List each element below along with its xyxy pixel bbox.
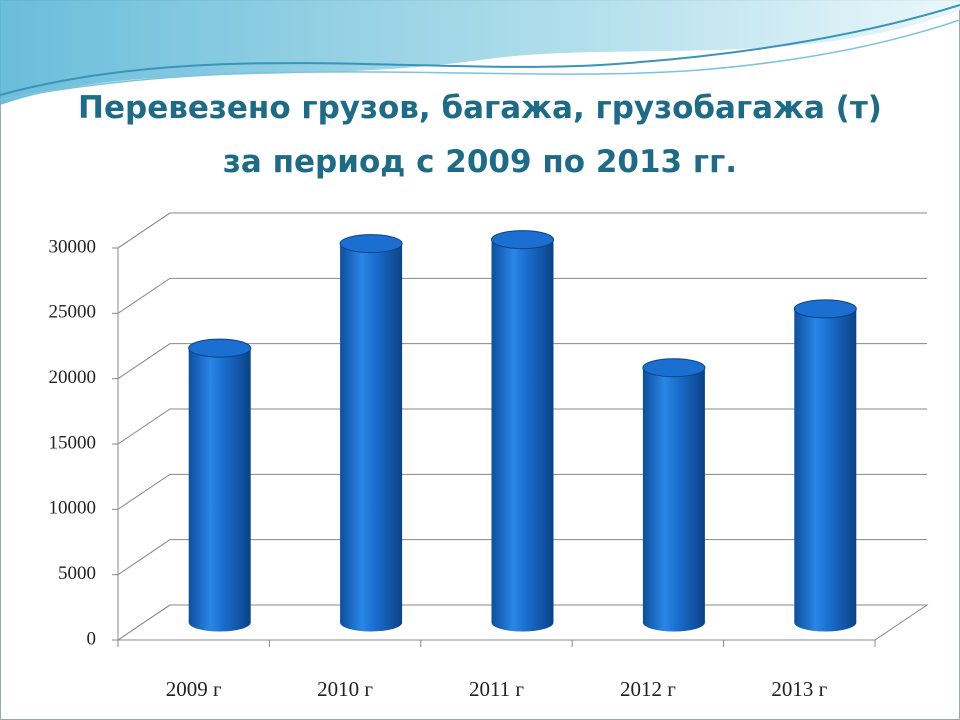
bar-body bbox=[491, 239, 554, 623]
grid-line bbox=[117, 277, 927, 314]
y-tick-label: 20000 bbox=[49, 367, 97, 388]
x-tick-label: 2009 г bbox=[166, 677, 222, 701]
grid-line bbox=[117, 212, 927, 249]
plot-area: 0 5000 10000 15000 20000 25000 30000 2009 г 2010… bbox=[49, 212, 929, 701]
bar bbox=[793, 299, 857, 632]
header-curve bbox=[0, 4, 960, 96]
y-tick-label: 30000 bbox=[49, 236, 97, 257]
grid-line bbox=[117, 343, 927, 380]
chart-title: Перевезено грузов, багажа, грузобагажа (… bbox=[78, 90, 882, 126]
bar-top bbox=[642, 358, 706, 378]
chart-title: за период с 2009 по 2013 гг. bbox=[223, 144, 737, 180]
x-tick-label: 2011 г bbox=[469, 677, 524, 701]
bar bbox=[188, 338, 252, 632]
x-tick-label: 2013 г bbox=[771, 677, 827, 701]
x-tick-label: 2012 г bbox=[620, 677, 676, 701]
x-tick-label: 2010 г bbox=[317, 677, 373, 701]
bar-top bbox=[188, 338, 252, 358]
bar bbox=[339, 234, 403, 632]
y-tick-label: 15000 bbox=[49, 432, 97, 453]
header-curve bbox=[0, 19, 960, 101]
y-tick-label: 5000 bbox=[58, 563, 96, 584]
y-tick-label: 10000 bbox=[49, 498, 97, 519]
bar-top bbox=[491, 230, 554, 250]
bar-top bbox=[339, 234, 403, 254]
y-tick-label: 25000 bbox=[49, 302, 97, 323]
bar-body bbox=[642, 367, 705, 623]
bar bbox=[642, 358, 706, 632]
bar-body bbox=[340, 243, 403, 623]
bar-top bbox=[793, 299, 857, 319]
header-wave bbox=[0, 0, 960, 105]
bar bbox=[491, 230, 554, 632]
y-tick-label: 0 bbox=[87, 628, 97, 649]
bar-body bbox=[188, 348, 251, 623]
bar-body bbox=[794, 308, 857, 623]
